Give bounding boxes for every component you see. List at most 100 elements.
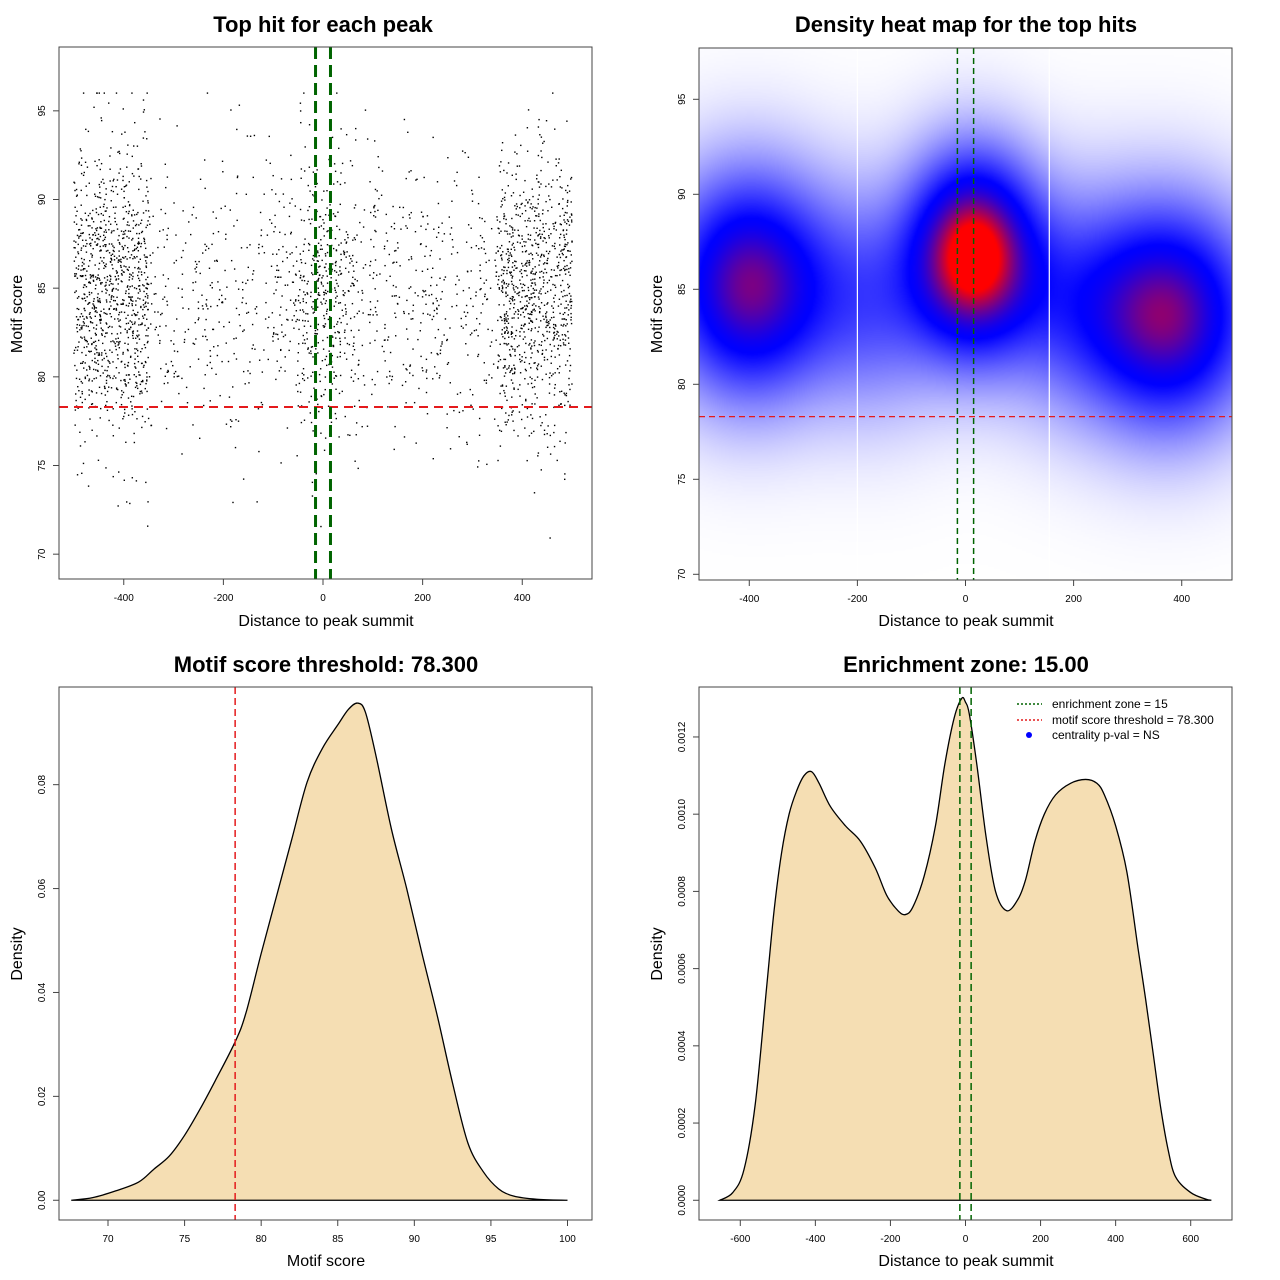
scatter-point bbox=[121, 269, 123, 272]
scatter-point bbox=[140, 306, 142, 309]
scatter-point bbox=[471, 200, 474, 202]
scatter-point bbox=[324, 437, 327, 439]
scatter-point bbox=[504, 331, 506, 333]
scatter-point bbox=[438, 304, 440, 307]
scatter-point bbox=[443, 233, 446, 235]
score-density-y-axis: 0.000.020.040.060.08 bbox=[37, 774, 59, 1210]
scatter-point bbox=[531, 417, 534, 420]
heatmap-ytick-label-5: 95 bbox=[677, 93, 688, 105]
scatter-point bbox=[550, 276, 553, 278]
scatter-point bbox=[242, 370, 245, 373]
scatter-point bbox=[546, 446, 549, 448]
scatter-point bbox=[507, 322, 510, 325]
scatter-point bbox=[537, 181, 540, 183]
scatter-point bbox=[484, 220, 486, 223]
heatmap-xtick-label-0: -400 bbox=[739, 594, 759, 605]
scatter-point bbox=[505, 412, 507, 414]
scatter-point bbox=[505, 424, 507, 426]
distance-density-ytick-label-1: 0.0002 bbox=[677, 1107, 688, 1138]
scatter-point bbox=[110, 254, 112, 257]
scatter-point bbox=[198, 317, 200, 319]
scatter-point bbox=[478, 323, 481, 325]
scatter-point bbox=[111, 332, 113, 335]
scatter-point bbox=[333, 377, 335, 379]
scatter-point bbox=[333, 305, 335, 307]
scatter-point bbox=[95, 284, 97, 286]
scatter-point bbox=[460, 325, 463, 327]
scatter-point bbox=[539, 276, 541, 279]
scatter-point bbox=[270, 222, 273, 224]
scatter-point bbox=[124, 292, 127, 295]
scatter-point bbox=[310, 350, 312, 352]
scatter-point bbox=[136, 387, 139, 390]
scatter-point bbox=[553, 394, 556, 396]
scatter-point bbox=[83, 297, 86, 299]
scatter-point bbox=[507, 185, 509, 187]
scatter-point bbox=[113, 246, 115, 249]
scatter-point bbox=[343, 252, 345, 254]
scatter-point bbox=[508, 300, 511, 302]
scatter-point bbox=[95, 369, 97, 371]
scatter-point bbox=[101, 281, 103, 284]
scatter-point bbox=[108, 307, 111, 310]
scatter-point bbox=[129, 378, 131, 380]
scatter-point bbox=[77, 346, 79, 348]
scatter-point bbox=[441, 290, 443, 293]
scatter-point bbox=[436, 372, 438, 375]
scatter-point bbox=[514, 134, 517, 136]
scatter-point bbox=[512, 232, 514, 234]
scatter-point bbox=[439, 277, 441, 279]
scatter-point bbox=[77, 265, 80, 267]
scatter-point bbox=[133, 287, 136, 289]
scatter-point bbox=[552, 311, 555, 314]
scatter-point bbox=[550, 233, 552, 235]
scatter-point bbox=[530, 272, 532, 274]
scatter-point bbox=[465, 343, 467, 345]
scatter-point bbox=[554, 372, 556, 374]
scatter-point bbox=[376, 370, 379, 373]
scatter-point bbox=[105, 467, 107, 469]
scatter-point bbox=[276, 264, 278, 267]
scatter-point bbox=[103, 277, 106, 279]
scatter-point bbox=[504, 192, 507, 194]
scatter-point bbox=[195, 217, 197, 219]
scatter-point bbox=[325, 292, 328, 295]
scatter-point bbox=[523, 316, 526, 318]
scatter-point bbox=[89, 212, 91, 215]
scatter-point bbox=[416, 178, 418, 181]
scatter-point bbox=[527, 109, 530, 111]
scatter-point bbox=[97, 370, 99, 373]
scatter-point bbox=[448, 216, 451, 218]
scatter-point bbox=[564, 333, 566, 336]
scatter-point bbox=[553, 445, 556, 448]
scatter-point bbox=[530, 329, 532, 332]
scatter-point bbox=[470, 270, 472, 272]
scatter-point bbox=[211, 287, 213, 289]
scatter-point bbox=[91, 359, 93, 362]
scatter-point bbox=[282, 193, 285, 195]
scatter-point bbox=[501, 204, 503, 206]
scatter-point bbox=[552, 92, 554, 94]
scatter-point bbox=[501, 269, 503, 271]
scatter-point bbox=[323, 325, 326, 327]
scatter-point bbox=[100, 119, 103, 122]
scatter-point bbox=[98, 159, 100, 161]
scatter-point bbox=[549, 537, 551, 539]
scatter-point bbox=[165, 427, 168, 430]
scatter-point bbox=[350, 285, 352, 287]
scatter-point bbox=[86, 369, 88, 371]
scatter-point bbox=[131, 334, 134, 337]
scatter-point bbox=[138, 318, 140, 320]
scatter-point bbox=[517, 234, 520, 236]
scatter-point bbox=[336, 356, 339, 358]
scatter-point bbox=[403, 310, 405, 313]
scatter-point bbox=[326, 275, 328, 277]
scatter-point bbox=[441, 240, 444, 242]
scatter-point bbox=[499, 247, 501, 249]
scatter-point bbox=[495, 252, 497, 254]
scatter-point bbox=[409, 365, 411, 367]
scatter-point bbox=[477, 466, 479, 468]
scatter-point bbox=[97, 354, 100, 356]
scatter-point bbox=[332, 345, 334, 347]
scatter-point bbox=[103, 92, 105, 94]
